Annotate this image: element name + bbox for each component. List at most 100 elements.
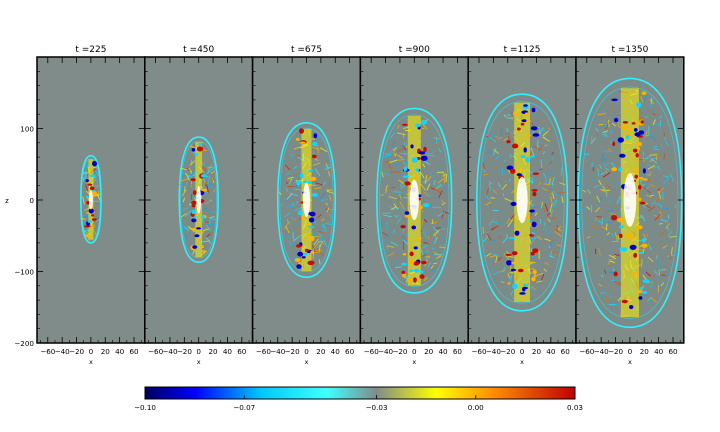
- turbulent-filament: [319, 192, 326, 200]
- x-tick-label: −40: [378, 347, 394, 356]
- jet-knot: [415, 123, 421, 128]
- turbulent-filament: [648, 206, 655, 212]
- turbulent-filament: [423, 242, 429, 244]
- turbulent-filament: [488, 136, 496, 143]
- turbulent-filament: [93, 184, 100, 191]
- turbulent-filament: [642, 203, 651, 209]
- turbulent-filament: [482, 236, 488, 243]
- turbulent-filament: [551, 176, 555, 186]
- turbulent-filament: [619, 210, 621, 215]
- jet-knot: [532, 133, 540, 137]
- turbulent-filament: [598, 196, 603, 205]
- turbulent-filament: [498, 235, 502, 239]
- jet-knot: [523, 104, 528, 107]
- jet-knot: [294, 258, 301, 263]
- turbulent-filament: [670, 173, 675, 182]
- jet-knot: [526, 214, 530, 220]
- turbulent-filament: [507, 273, 510, 278]
- jet-knot: [620, 247, 628, 252]
- x-tick-label: −60: [471, 347, 487, 356]
- jet-knot: [636, 142, 642, 146]
- turbulent-filament: [431, 247, 436, 250]
- jet-knot: [638, 296, 643, 300]
- turbulent-filament: [662, 244, 668, 249]
- jet-knot: [641, 91, 647, 95]
- turbulent-filament: [608, 254, 616, 260]
- turbulent-filament: [312, 196, 317, 201]
- turbulent-filament: [638, 244, 642, 248]
- turbulent-filament: [313, 213, 320, 217]
- jet-knot: [528, 155, 535, 158]
- turbulent-filament: [207, 166, 214, 169]
- turbulent-filament: [610, 279, 616, 282]
- jet-knot: [411, 225, 417, 230]
- x-tick-label: 60: [345, 347, 355, 356]
- turbulent-filament: [660, 204, 662, 208]
- jet-knot: [420, 155, 428, 161]
- turbulent-filament: [422, 253, 427, 257]
- turbulent-filament: [393, 260, 398, 268]
- turbulent-filament: [658, 223, 663, 225]
- jet-knot: [526, 119, 531, 123]
- turbulent-filament: [489, 133, 495, 139]
- turbulent-filament: [430, 187, 436, 191]
- turbulent-filament: [649, 281, 654, 289]
- turbulent-filament: [422, 163, 426, 168]
- turbulent-filament: [292, 232, 294, 240]
- turbulent-filament: [180, 172, 190, 177]
- turbulent-filament: [607, 258, 615, 261]
- turbulent-filament: [671, 247, 673, 255]
- turbulent-filament: [510, 290, 514, 296]
- turbulent-filament: [423, 160, 431, 166]
- turbulent-filament: [552, 201, 560, 207]
- turbulent-filament: [283, 212, 291, 218]
- turbulent-filament: [530, 248, 532, 252]
- turbulent-filament: [544, 203, 549, 212]
- jet-knot: [422, 203, 430, 208]
- jet-knot: [192, 227, 196, 232]
- jet-knot: [295, 137, 300, 141]
- jet-knot: [415, 168, 420, 172]
- turbulent-filament: [211, 178, 216, 181]
- turbulent-filament: [653, 122, 660, 126]
- turbulent-filament: [654, 213, 662, 221]
- turbulent-filament: [662, 175, 670, 178]
- turbulent-filament: [386, 245, 395, 248]
- turbulent-filament: [433, 262, 437, 265]
- turbulent-filament: [209, 216, 215, 219]
- turbulent-filament: [587, 189, 591, 195]
- turbulent-filament: [426, 154, 436, 157]
- turbulent-filament: [210, 210, 218, 214]
- jet-knot: [201, 250, 207, 253]
- jet-knot: [638, 251, 644, 254]
- turbulent-filament: [617, 235, 620, 240]
- turbulent-filament: [391, 231, 396, 235]
- turbulent-filament: [439, 244, 446, 247]
- turbulent-filament: [484, 194, 490, 200]
- jet-knot: [311, 154, 317, 159]
- turbulent-filament: [644, 155, 651, 160]
- turbulent-filament: [651, 199, 657, 205]
- jet-knot: [637, 184, 642, 190]
- turbulent-filament: [605, 210, 614, 213]
- turbulent-filament: [389, 159, 398, 164]
- turbulent-filament: [386, 243, 390, 251]
- x-tick-label: −20: [392, 347, 408, 356]
- jet-knot: [420, 260, 427, 265]
- x-tick-label: −40: [270, 347, 286, 356]
- turbulent-filament: [497, 256, 503, 262]
- turbulent-filament: [392, 140, 395, 148]
- turbulent-filament: [389, 131, 396, 140]
- turbulent-filament: [660, 274, 667, 277]
- jet-knot: [628, 234, 633, 240]
- turbulent-filament: [494, 155, 503, 160]
- turbulent-filament: [597, 113, 606, 115]
- turbulent-filament: [396, 148, 404, 153]
- jet-knot: [413, 261, 420, 266]
- x-tick-label: 40: [331, 347, 341, 356]
- jet-knot: [636, 146, 640, 151]
- jet-knot: [416, 238, 420, 241]
- jet-knot: [298, 128, 305, 134]
- turbulent-filament: [600, 171, 606, 176]
- jet-knot: [511, 143, 519, 149]
